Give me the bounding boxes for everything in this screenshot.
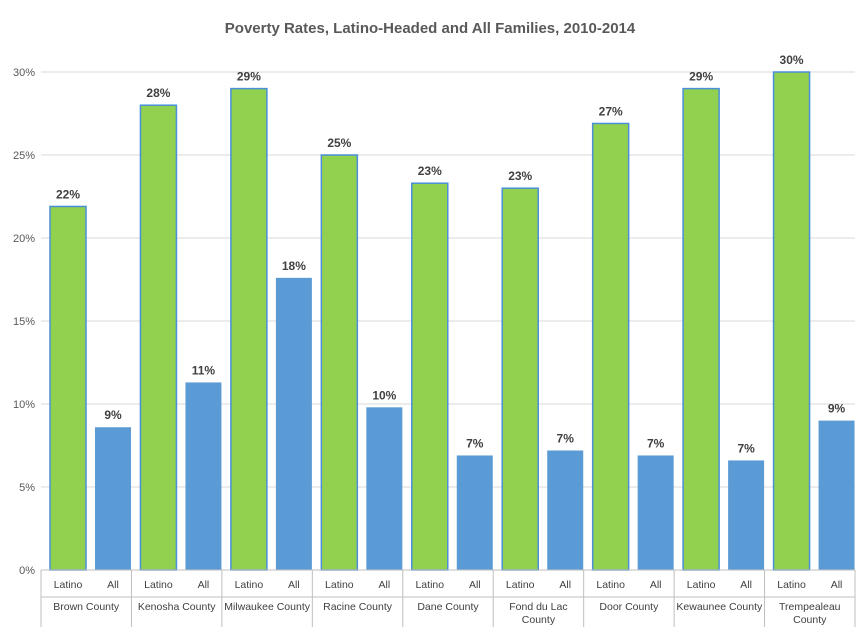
bar-latino [772, 71, 811, 571]
x-group-label: Fond du Lac [509, 601, 567, 613]
x-group-label: County [522, 614, 556, 626]
data-label: 23% [508, 169, 532, 183]
bar-latino [49, 205, 87, 571]
x-group-label: Milwaukee County [224, 601, 311, 613]
data-label: 27% [599, 104, 623, 118]
data-label: 22% [56, 187, 80, 201]
bar-all [185, 382, 222, 570]
x-series-label: All [288, 579, 300, 591]
bar-latino [501, 187, 539, 571]
chart-title: Poverty Rates, Latino-Headed and All Fam… [224, 20, 636, 37]
data-label: 10% [372, 388, 396, 402]
bar-all [456, 455, 493, 570]
x-series-label: Latino [596, 579, 625, 591]
x-group-label: Trempealeau [779, 601, 841, 613]
x-series-label: All [740, 579, 752, 591]
bar-all [95, 427, 131, 570]
data-label: 9% [104, 408, 122, 422]
x-series-label: Latino [325, 579, 354, 591]
data-label: 30% [780, 53, 804, 67]
x-series-label: All [378, 579, 390, 591]
x-series-label: Latino [235, 579, 264, 591]
x-group-label: Kenosha County [138, 601, 216, 613]
x-series-label: All [198, 579, 210, 591]
data-label: 28% [146, 86, 170, 100]
bar-all [275, 277, 312, 570]
bar-latino [682, 87, 720, 571]
x-series-label: All [559, 579, 571, 591]
data-label: 7% [647, 436, 665, 450]
bar-latino [230, 87, 268, 571]
y-tick-label: 10% [13, 399, 35, 411]
data-label: 29% [237, 70, 261, 84]
x-series-label: All [650, 579, 662, 591]
y-tick-label: 30% [13, 67, 35, 79]
x-group-label: County [793, 614, 827, 626]
data-label: 23% [418, 164, 442, 178]
y-tick-label: 25% [13, 150, 35, 162]
y-tick-label: 5% [19, 482, 35, 494]
data-label: 29% [689, 70, 713, 84]
data-label: 18% [282, 259, 306, 273]
x-group-label: Kewaunee County [676, 601, 763, 613]
x-group-label: Dane County [417, 601, 479, 613]
bar-latino [320, 154, 359, 571]
x-series-label: All [831, 579, 843, 591]
bar-all [637, 455, 674, 570]
data-label: 7% [737, 441, 755, 455]
bar-latino [411, 182, 449, 571]
bar-all [818, 420, 855, 570]
bar-latino [139, 104, 178, 571]
x-group-label: Brown County [53, 601, 120, 613]
data-label: 7% [557, 431, 575, 445]
x-series-label: Latino [54, 579, 83, 591]
bar-all [728, 460, 765, 570]
data-label: 7% [466, 436, 484, 450]
x-group-label: Door County [599, 601, 659, 613]
data-label: 9% [828, 402, 846, 416]
x-series-label: Latino [144, 579, 173, 591]
x-series-label: All [469, 579, 481, 591]
x-series-label: All [107, 579, 119, 591]
x-series-label: Latino [506, 579, 535, 591]
data-label: 11% [192, 363, 216, 377]
bar-all [547, 450, 584, 570]
x-series-label: Latino [777, 579, 806, 591]
data-label: 25% [327, 136, 351, 150]
bar-latino [591, 122, 630, 571]
y-tick-label: 0% [19, 565, 35, 577]
bar-all [366, 407, 403, 570]
x-series-label: Latino [415, 579, 444, 591]
x-series-label: Latino [687, 579, 716, 591]
x-group-label: Racine County [323, 601, 393, 613]
y-tick-label: 20% [13, 233, 35, 245]
y-tick-label: 15% [13, 316, 35, 328]
